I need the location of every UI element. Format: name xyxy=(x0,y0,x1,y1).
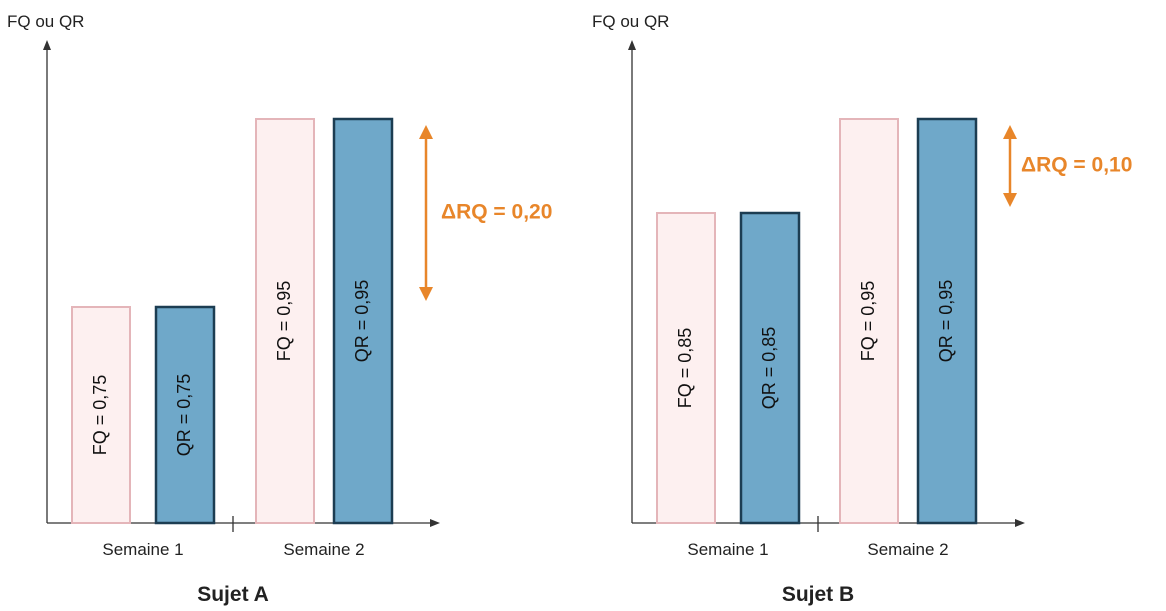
bar-fq-week1 xyxy=(71,306,131,524)
chart-title: Sujet B xyxy=(782,583,854,606)
x-axis-arrow xyxy=(430,519,440,527)
delta-arrow-head-top xyxy=(1003,125,1017,139)
delta-arrow-head-top xyxy=(419,125,433,139)
chart-title: Sujet A xyxy=(197,583,269,606)
bar-label-qr-week1: QR = 0,85 xyxy=(759,327,779,410)
bar-fq-week1 xyxy=(656,212,716,524)
y-axis-label: FQ ou QR xyxy=(7,12,84,31)
bar-label-qr-week1: QR = 0,75 xyxy=(174,374,194,457)
bar-label-qr-week2: QR = 0,95 xyxy=(936,280,956,363)
delta-annotation-label: ΔRQ = 0,20 xyxy=(441,201,552,224)
bar-label-fq-week2: FQ = 0,95 xyxy=(858,281,878,362)
bar-qr-week1 xyxy=(154,305,216,525)
panel-sujet-b: FQ ou QR FQ = 0,85 QR = 0,85 FQ = 0,95 QR = … xyxy=(592,12,1132,606)
bar-fq-week2 xyxy=(839,118,899,524)
bar-label-fq-week1: FQ = 0,85 xyxy=(675,328,695,409)
y-axis-arrow xyxy=(628,40,636,50)
x-tick-label-week1: Semaine 1 xyxy=(687,540,768,559)
x-tick-label-week1: Semaine 1 xyxy=(102,540,183,559)
bar-label-fq-week2: FQ = 0,95 xyxy=(274,281,294,362)
delta-annotation-label: ΔRQ = 0,10 xyxy=(1021,154,1132,177)
bar-fq-week2 xyxy=(255,118,315,524)
bar-qr-week2 xyxy=(916,117,978,525)
bar-label-qr-week2: QR = 0,95 xyxy=(352,280,372,363)
x-tick-label-week2: Semaine 2 xyxy=(867,540,948,559)
delta-arrow-head-bottom xyxy=(1003,193,1017,207)
bar-qr-week2 xyxy=(332,117,394,525)
panel-sujet-a: FQ ou QR FQ = 0,75 QR = 0,75 FQ = 0,95 QR = … xyxy=(7,12,552,606)
bar-label-fq-week1: FQ = 0,75 xyxy=(90,375,110,456)
x-tick-label-week2: Semaine 2 xyxy=(283,540,364,559)
y-axis-label: FQ ou QR xyxy=(592,12,669,31)
y-axis-arrow xyxy=(43,40,51,50)
bar-qr-week1 xyxy=(739,211,801,525)
delta-arrow-head-bottom xyxy=(419,287,433,301)
x-axis-arrow xyxy=(1015,519,1025,527)
